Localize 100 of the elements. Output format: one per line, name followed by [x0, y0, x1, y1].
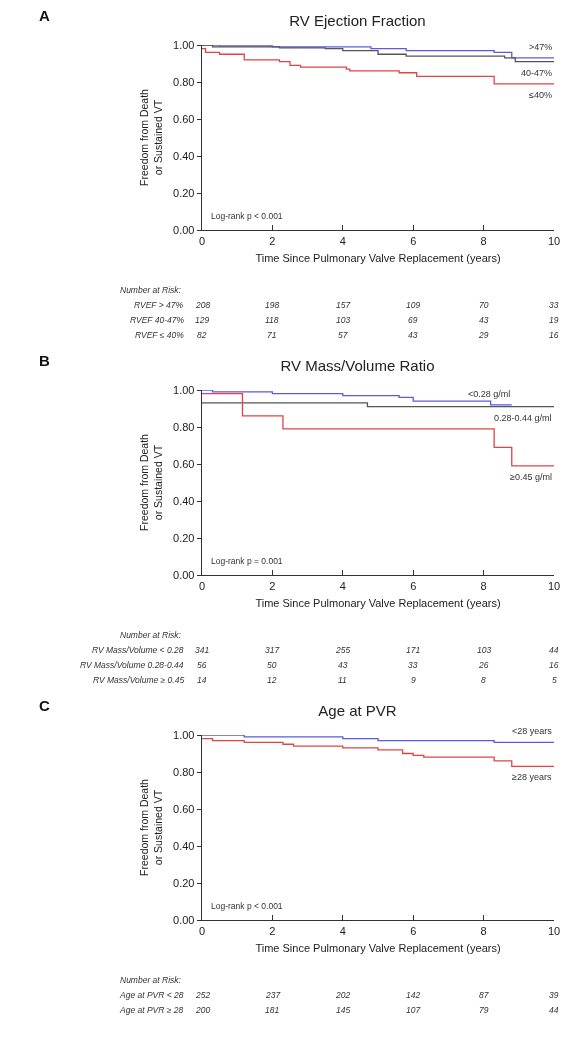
text: 70 — [479, 300, 489, 310]
text: 39 — [549, 990, 559, 1000]
text: 50 — [267, 660, 277, 670]
text: 44 — [549, 645, 559, 655]
annotation: Log-rank p < 0.001 — [211, 901, 283, 911]
x-tick-label: 10 — [547, 234, 561, 247]
series-label: ≥0.45 g/ml — [510, 472, 552, 482]
text: 202 — [335, 990, 351, 1000]
text: A — [39, 7, 50, 24]
text: 14 — [197, 675, 207, 685]
text: RVEF 40-47% — [130, 315, 185, 325]
text: 181 — [265, 1005, 280, 1015]
text: 43 — [408, 330, 418, 340]
text: 16 — [549, 660, 559, 670]
x-tick-label: 4 — [339, 924, 346, 937]
y-tick-label: 0.20 — [173, 531, 195, 544]
text: RVEF > 47% — [134, 300, 184, 310]
text: 33 — [408, 660, 418, 670]
x-tick-label: 4 — [339, 579, 346, 592]
x-tick-label: 0 — [198, 579, 206, 592]
text: RVEF ≤ 40% — [135, 330, 185, 340]
x-axis-title: Time Since Pulmonary Valve Replacement (years) — [255, 251, 501, 264]
text: 129 — [195, 315, 210, 325]
text: 29 — [478, 330, 489, 340]
text: B — [39, 352, 50, 369]
series-label: 0.28-0.44 g/ml — [494, 413, 552, 423]
y-tick-label: 0.80 — [173, 75, 195, 88]
text: 118 — [265, 315, 279, 325]
text: 107 — [406, 1005, 421, 1015]
text: 71 — [267, 330, 277, 340]
text: Age at PVR < 28 — [119, 990, 184, 1000]
chart-title: Age at PVR — [318, 702, 397, 720]
text: 79 — [479, 1005, 489, 1015]
text: 43 — [338, 660, 348, 670]
x-tick-label: 4 — [339, 234, 346, 247]
text: Number at Risk: — [120, 630, 182, 640]
text: 171 — [406, 645, 421, 655]
series-label: ≥28 years — [512, 772, 552, 782]
y-tick-label: 0.00 — [173, 913, 195, 926]
y-tick-label: 0.80 — [173, 420, 195, 433]
text: 341 — [195, 645, 210, 655]
text: Age at PVR ≥ 28 — [119, 1005, 184, 1015]
y-tick-label: 0.80 — [173, 765, 195, 778]
text: RV Mass/Volume < 0.28 — [92, 645, 184, 655]
y-tick-label: 0.20 — [173, 876, 195, 889]
text: RV Mass/Volume 0.28-0.44 — [80, 660, 184, 670]
series-label: ≤40% — [529, 90, 552, 100]
x-tick-label: 10 — [547, 924, 561, 937]
x-tick-label: 2 — [269, 234, 276, 247]
y-tick-label: 1.00 — [173, 383, 195, 396]
text: Number at Risk: — [120, 975, 182, 985]
text: 69 — [408, 315, 418, 325]
y-tick-label: 1.00 — [173, 38, 195, 51]
text: 200 — [195, 1005, 211, 1015]
text: 255 — [335, 645, 351, 655]
text: 109 — [406, 300, 421, 310]
x-tick-label: 6 — [410, 579, 417, 592]
y-tick-label: 0.40 — [173, 839, 195, 852]
text: C — [39, 697, 50, 714]
series-label: >47% — [529, 42, 553, 52]
y-tick-label: 0.40 — [173, 494, 195, 507]
text: 142 — [406, 990, 421, 1000]
text: 33 — [549, 300, 559, 310]
text: RV Mass/Volume ≥ 0.45 — [93, 675, 185, 685]
y-tick-label: 0.40 — [173, 149, 195, 162]
text: 9 — [411, 675, 416, 685]
text: 103 — [477, 645, 492, 655]
y-tick-label: 0.60 — [173, 112, 195, 125]
x-tick-label: 8 — [480, 579, 487, 592]
x-tick-label: 8 — [480, 924, 487, 937]
text: 19 — [549, 315, 559, 325]
series-label: 40-47% — [521, 68, 553, 78]
text: 56 — [197, 660, 207, 670]
text: Number at Risk: — [120, 285, 182, 295]
text: 44 — [549, 1005, 559, 1015]
y-tick-label: 0.00 — [173, 223, 195, 236]
text: 11 — [338, 675, 348, 685]
text: 252 — [195, 990, 211, 1000]
y-axis-title: Freedom from Death or Sustained VT — [138, 433, 165, 531]
text: 103 — [336, 315, 351, 325]
x-tick-label: 2 — [269, 579, 276, 592]
x-tick-label: 2 — [269, 924, 276, 937]
y-tick-label: 0.20 — [173, 186, 195, 199]
text: 16 — [549, 330, 559, 340]
x-tick-label: 6 — [410, 924, 417, 937]
text: 12 — [267, 675, 277, 685]
text: 43 — [479, 315, 489, 325]
x-axis-title: Time Since Pulmonary Valve Replacement (years) — [255, 941, 501, 954]
text: 198 — [265, 300, 280, 310]
text: 145 — [336, 1005, 351, 1015]
text: 82 — [197, 330, 207, 340]
x-axis-title: Time Since Pulmonary Valve Replacement (years) — [255, 596, 501, 609]
text: 317 — [265, 645, 280, 655]
x-tick-label: 8 — [480, 234, 487, 247]
series-label: <0.28 g/ml — [468, 389, 511, 399]
x-tick-label: 0 — [198, 924, 206, 937]
chart-title: RV Ejection Fraction — [289, 12, 426, 30]
text: 5 — [552, 675, 557, 685]
y-tick-label: 1.00 — [173, 728, 195, 741]
text: 157 — [336, 300, 351, 310]
